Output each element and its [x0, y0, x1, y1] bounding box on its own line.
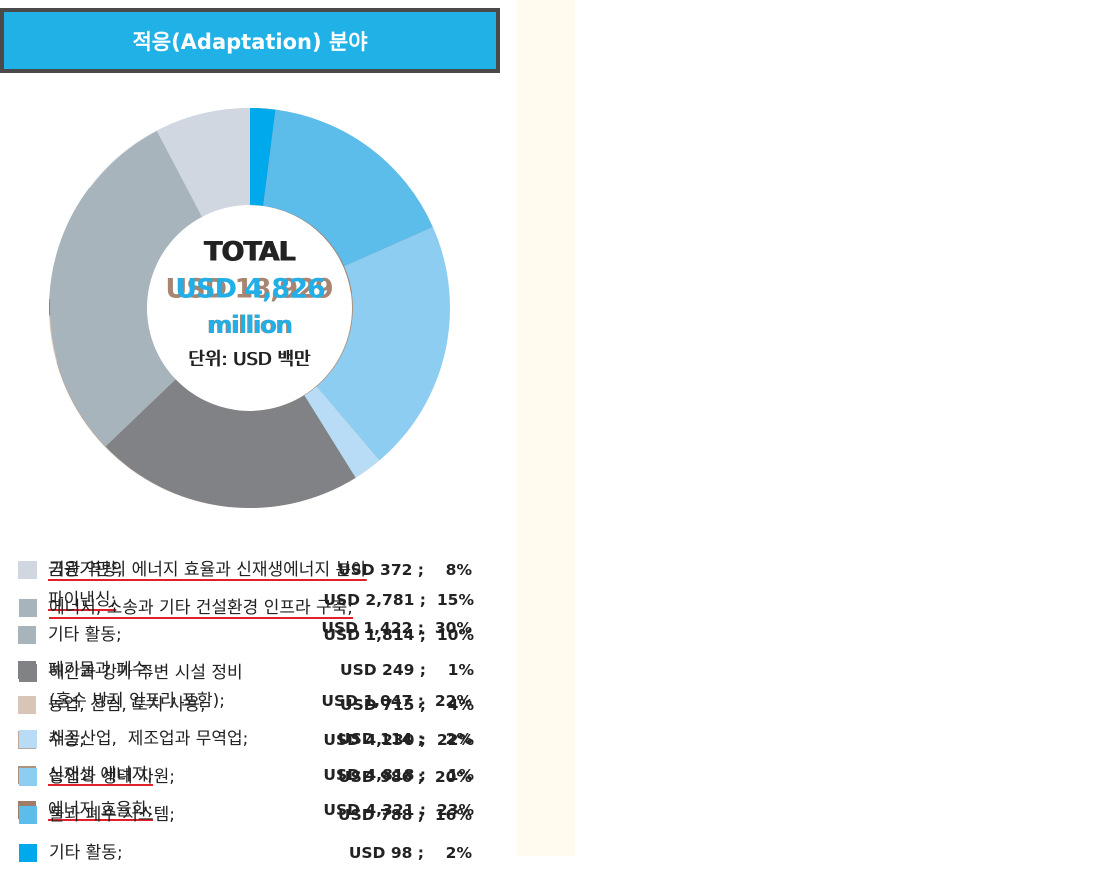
donut-slice: [156, 108, 250, 217]
share-label: 22%: [434, 692, 472, 710]
value-label: USD 249 ;: [340, 661, 426, 679]
legend-label: 기타 활동;: [48, 625, 122, 645]
donut-slice: [49, 130, 203, 447]
legend-label: 물과 폐수 시스템;: [49, 805, 176, 825]
legend-swatch: [19, 729, 37, 748]
value-label: USD 1,047 ;: [321, 692, 424, 710]
background-strip: [517, 0, 575, 856]
value-label: USD 114 ;: [338, 730, 424, 748]
value-label: USD 4,321 ;: [323, 801, 426, 819]
legend-item: 수송; USD 4,230 ; 22%: [18, 725, 474, 755]
legend-value: USD 114 ; 2%: [338, 729, 472, 749]
donut-slice: [105, 379, 356, 508]
value-label: USD 986 ;: [338, 768, 424, 786]
legend-item: 금융기관의 에너지 효율과 신재생에너지 분야 파이낸싱; USD 2,781 ;…: [18, 555, 474, 615]
center-text: million: [208, 311, 293, 339]
legend-label: 수송;: [48, 730, 86, 750]
legend-label: 농업과 생태 자원;: [49, 767, 176, 787]
legend-swatch: [19, 805, 37, 824]
share-label: 23%: [436, 801, 474, 819]
center-text: USD 4,826: [175, 274, 325, 305]
legend-swatch: [19, 843, 37, 862]
legend-label: 에너지, 소송과 기타 건설환경 인프라 구축;: [49, 598, 354, 618]
legend-value: USD 98 ; 2%: [349, 843, 472, 863]
legend-swatch: [18, 695, 36, 714]
legend-item: 기관 역량; USD 372 ; 8%: [19, 556, 472, 584]
legend-label: 채굴산업, 제조업과 무역업;: [49, 729, 249, 749]
legend-swatch: [19, 663, 37, 682]
center-text: TOTAL: [204, 237, 296, 268]
legend-value: USD 1,047 ; 22%: [321, 691, 472, 711]
legend-value: USD 986 ; 20%: [338, 767, 472, 787]
value-label: USD 4,818 ;: [323, 766, 426, 784]
legend-item: 에너지, 소송과 기타 건설환경 인프라 구축; USD 1,422 ; 30%: [19, 594, 472, 649]
share-label: 2%: [445, 844, 472, 862]
center-text: 단위: USD 백만: [189, 349, 311, 370]
legend-label: 금융기관의 에너지 효율과 신재생에너지 분야 파이낸싱;: [48, 560, 367, 610]
legend-item: 기타 활동; USD 98 ; 2%: [19, 839, 472, 867]
legend-value: USD 2,781 ; 15%: [323, 590, 474, 610]
donut-slice: [304, 386, 380, 478]
share-label: 8%: [445, 561, 472, 579]
legend-label: 기타 활동;: [49, 843, 123, 863]
share-label: 30%: [434, 619, 472, 637]
donut-chart: TOTAL USD 4,826 million 단위: USD 백만: [49, 108, 450, 508]
legend-swatch: [19, 598, 37, 617]
legend-value: USD 715 ; 4%: [340, 695, 474, 715]
legend-value: USD 372 ; 8%: [338, 560, 472, 580]
share-label: 16%: [434, 806, 472, 824]
center-text: million: [207, 311, 292, 339]
value-label: USD 372 ;: [338, 561, 424, 579]
legend-value: USD 788 ; 16%: [338, 805, 472, 825]
share-label: 22%: [436, 731, 474, 749]
value-label: USD 2,781 ;: [323, 591, 426, 609]
legend-item: 농업, 산림, 토지 사용; USD 715 ; 4%: [18, 690, 474, 720]
legend: 기관 역량; USD 372 ; 8% 에너지, 소송과 기타 건설환경 인프라 구축…: [19, 556, 472, 877]
value-label: USD 98 ;: [348, 844, 424, 862]
value-label: USD 1,422 ;: [321, 619, 424, 637]
share-label: 1%: [447, 766, 474, 784]
legend-value: USD 4,818 ; 1%: [323, 765, 474, 785]
legend-value: USD 1,814 ; 10%: [323, 625, 474, 645]
donut-slice: [263, 109, 433, 267]
share-label: 4%: [447, 696, 474, 714]
share-label: 20%: [434, 768, 472, 786]
value-label: USD 715 ;: [340, 696, 426, 714]
legend-item: 기타 활동; USD 1,814 ; 10%: [18, 620, 474, 650]
legend-swatch: [19, 767, 37, 786]
share-label: 2%: [445, 730, 472, 748]
legend-value: USD 4,230 ; 22%: [323, 730, 474, 750]
center-text: USD 18,929: [165, 274, 333, 305]
legend-label: 해안과 강가 주변 시설 정비 (홍수 방지 인프라 포함);: [49, 663, 243, 711]
legend-item: 폐기물과 폐수; USD 249 ; 1%: [18, 655, 474, 685]
value-label: USD 1,814 ;: [323, 626, 426, 644]
legend-swatch: [18, 625, 36, 644]
legend-label: 에너지 효율화;: [48, 800, 153, 820]
center-text: TOTAL: [205, 237, 297, 268]
donut-slice: [316, 226, 450, 461]
legend-label: 신재생 에너지;: [48, 765, 153, 785]
legend-item: 채굴산업, 제조업과 무역업; USD 114 ; 2%: [19, 725, 472, 753]
legend-swatch: [19, 560, 37, 579]
legend-label: 폐기물과 폐수;: [48, 660, 153, 680]
legend-item: 농업과 생태 자원; USD 986 ; 20%: [19, 763, 472, 791]
donut-slice: [250, 108, 276, 206]
legend-value: USD 4,321 ; 23%: [323, 800, 474, 820]
share-label: 15%: [436, 591, 474, 609]
share-label: 10%: [436, 626, 474, 644]
value-label: USD 4,230 ;: [323, 731, 426, 749]
panel-title: 적응(Adaptation) 분야: [0, 8, 500, 73]
legend-item: 해안과 강가 주변 시설 정비 (홍수 방지 인프라 포함); USD 1,047…: [19, 659, 472, 715]
center-text: 단위: USD 백만: [188, 349, 310, 370]
legend-item: 물과 폐수 시스템; USD 788 ; 16%: [19, 801, 472, 829]
value-label: USD 788 ;: [338, 806, 424, 824]
legend-value: USD 249 ; 1%: [340, 660, 474, 680]
share-label: 1%: [447, 661, 474, 679]
legend-label: 농업, 산림, 토지 사용;: [48, 695, 206, 715]
legend: 금융기관의 에너지 효율과 신재생에너지 분야 파이낸싱; USD 2,781 ;…: [18, 555, 474, 830]
page: {"chart_data":[ {"type":"donut","title":…: [0, 0, 575, 863]
legend-label: 기관 역량;: [49, 560, 123, 580]
legend-value: USD 1,422 ; 30%: [321, 618, 472, 638]
